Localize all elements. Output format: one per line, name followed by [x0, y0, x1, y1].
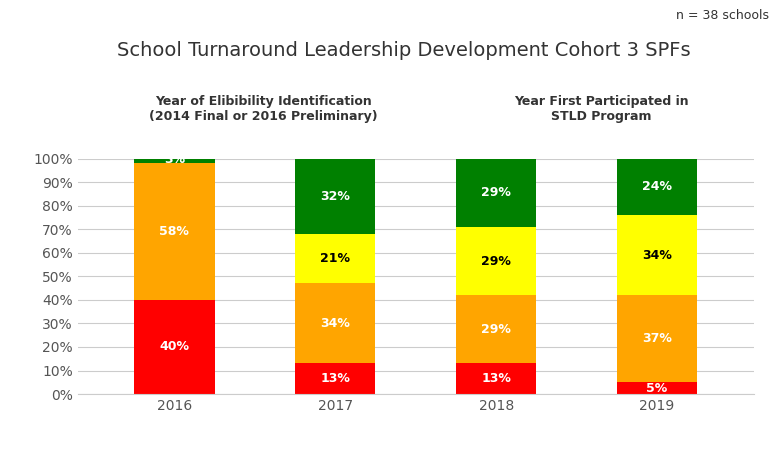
Text: 34%: 34% [320, 317, 350, 330]
Bar [617, 215, 698, 295]
Bar [617, 382, 698, 394]
Bar [134, 300, 214, 394]
Text: 13%: 13% [320, 372, 350, 386]
Bar [456, 227, 536, 295]
Text: 21%: 21% [320, 252, 350, 265]
Bar [456, 363, 536, 394]
Bar [134, 156, 214, 163]
Text: 29%: 29% [481, 323, 511, 336]
Text: 40%: 40% [159, 341, 190, 353]
Bar [617, 159, 698, 215]
Text: 37%: 37% [642, 332, 672, 345]
Bar [456, 159, 536, 227]
Text: 5%: 5% [646, 382, 667, 395]
Text: 32%: 32% [320, 190, 350, 203]
Text: 29%: 29% [481, 255, 511, 268]
Text: 13%: 13% [481, 372, 511, 386]
Text: Year First Participated in
STLD Program: Year First Participated in STLD Program [514, 95, 689, 123]
Bar [617, 295, 698, 382]
Text: 29%: 29% [481, 186, 511, 199]
Bar [134, 163, 214, 300]
Text: School Turnaround Leadership Development Cohort 3 SPFs: School Turnaround Leadership Development… [117, 41, 691, 60]
Bar [295, 284, 375, 363]
Text: 34%: 34% [642, 249, 672, 262]
Text: n = 38 schools: n = 38 schools [676, 9, 769, 22]
Bar [295, 363, 375, 394]
Text: 24%: 24% [642, 180, 672, 193]
Text: 3%: 3% [164, 153, 185, 166]
Text: Year of Elibibility Identification
(2014 Final or 2016 Preliminary): Year of Elibibility Identification (2014… [149, 95, 378, 123]
Bar [295, 159, 375, 234]
Bar [295, 234, 375, 284]
Legend: N/A, Turnaround, Priority Improvement, Improvement, Performance: N/A, Turnaround, Priority Improvement, I… [135, 452, 696, 453]
Bar [456, 295, 536, 363]
Text: 58%: 58% [159, 225, 190, 238]
